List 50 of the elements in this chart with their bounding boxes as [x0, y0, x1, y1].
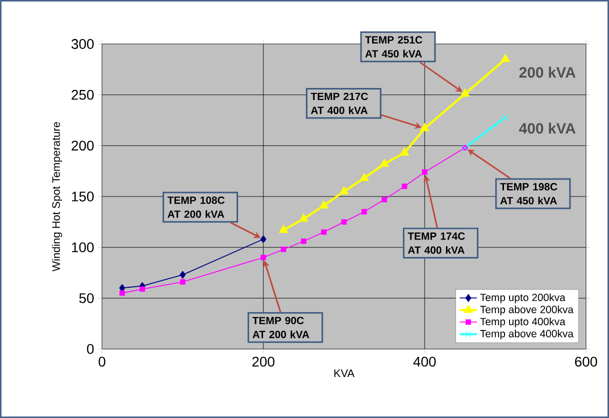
point: [339, 186, 349, 194]
point: [341, 219, 347, 225]
point: [180, 270, 186, 279]
y-axis-title: Winding Hot Spot Temperature: [52, 122, 62, 272]
point: [380, 158, 389, 167]
point: [420, 123, 430, 132]
point: [278, 224, 288, 233]
point: [140, 286, 146, 292]
legend-label: Temp upto 200kva: [480, 293, 566, 304]
point: [502, 114, 508, 120]
y-tick-label: 200: [72, 140, 94, 151]
y-tick-label: 250: [72, 90, 94, 100]
annotation: TEMP 217C AT 400 kVA: [310, 92, 368, 114]
annotation: TEMP 174C AT 400 kVA: [408, 232, 465, 254]
point: [361, 209, 367, 214]
point: [360, 172, 369, 181]
legend-label: Temp upto 400kva: [480, 318, 566, 328]
y-tick-label: 300: [71, 39, 94, 49]
legend-label: Temp above 400kva: [480, 330, 574, 340]
point: [500, 54, 510, 62]
y-tick-label: 100: [72, 242, 94, 252]
point: [382, 196, 388, 202]
point: [319, 200, 328, 208]
x-tick-label: 600: [575, 356, 598, 367]
annotation: TEMP 251C AT 450 kVA: [365, 36, 422, 58]
point: [299, 214, 308, 222]
x-tick-label: 0: [98, 356, 106, 367]
point: [400, 148, 410, 156]
point: [180, 279, 186, 285]
point: [422, 169, 428, 175]
legend-label: Temp above 200kva: [480, 306, 574, 316]
annotation: 400 kVA: [519, 122, 576, 134]
y-tick-label: 150: [72, 192, 94, 202]
point: [321, 229, 327, 235]
point: [119, 290, 125, 296]
y-tick-label: 0: [87, 344, 94, 354]
annotation: 200 kVA: [519, 66, 576, 78]
point: [280, 246, 286, 252]
point: [460, 88, 470, 97]
annotation: TEMP 198C AT 450 kVA: [500, 183, 558, 204]
point: [402, 184, 408, 190]
point: [260, 235, 266, 244]
annotation: TEMP 90C AT 200 kVA: [252, 316, 310, 338]
point: [300, 238, 306, 244]
annotation: TEMP 108C AT 200 kVA: [167, 196, 225, 218]
y-tick-label: 50: [79, 293, 94, 304]
x-tick-label: 200: [252, 356, 274, 367]
x-tick-label: 400: [413, 356, 436, 367]
x-axis-title: KVA: [334, 370, 355, 378]
point: [260, 254, 266, 260]
